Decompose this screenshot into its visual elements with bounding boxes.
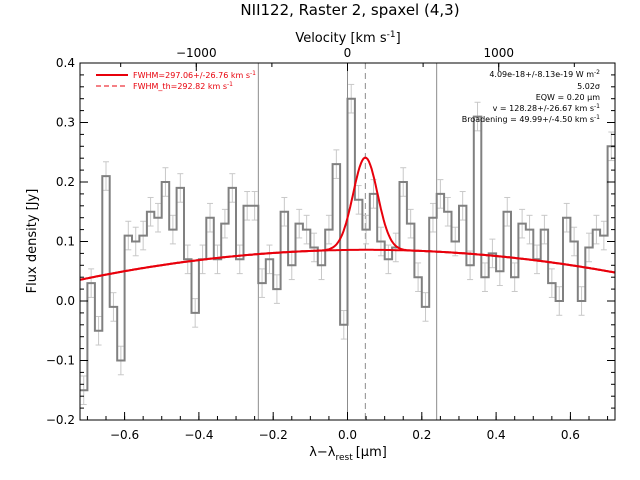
top-tick-label: 0 [344, 46, 352, 60]
x-tick-label: 0.2 [412, 428, 431, 442]
y-tick-label: 0.3 [56, 116, 75, 130]
top-tick-label: −1000 [176, 46, 217, 60]
y-axis: −0.2 −0.1 0.0 0.1 0.2 0.3 0.4 [46, 56, 615, 427]
legend: FWHM=297.06+/-26.76 km s-1 FWHM_th=292.8… [96, 70, 256, 91]
top-axis-title: Velocity [km s-1] [295, 30, 400, 46]
spectrum-line [80, 97, 615, 392]
fit-series [80, 156, 615, 281]
annotation-velocity: v = 128.28+/-26.67 km s-1 [493, 103, 601, 113]
x-tick-label: 0.4 [487, 428, 506, 442]
y-tick-label: 0.2 [56, 175, 75, 189]
y-tick-label: 0.1 [56, 235, 75, 249]
x-tick-label: −0.6 [110, 428, 139, 442]
x-tick-label: 0.6 [561, 428, 580, 442]
annotation-sigma: 5.02σ [577, 82, 600, 91]
legend-label-fwhm: FWHM=297.06+/-26.76 km s-1 [133, 70, 256, 80]
x-tick-label: −0.4 [184, 428, 213, 442]
y-tick-label: −0.2 [46, 413, 75, 427]
x-axis-title: λ−λrest [μm] [309, 445, 387, 463]
x-tick-label: 0.0 [338, 428, 357, 442]
fit-annotations: 4.09e-18+/-8.13e-19 W m-2 5.02σ EQW = 0.… [462, 69, 600, 124]
annotation-eqw: EQW = 0.20 μm [536, 93, 600, 102]
top-tick-label: 1000 [483, 46, 514, 60]
annotation-flux: 4.09e-18+/-8.13e-19 W m-2 [489, 69, 600, 79]
y-axis-title: Flux density [Jy] [25, 189, 40, 294]
x-tick-label: −0.2 [259, 428, 288, 442]
y-tick-label: −0.1 [46, 354, 75, 368]
annotation-broadening: Broadening = 49.99+/-4.50 km s-1 [462, 114, 600, 124]
legend-label-fwhm-th: FWHM_th=292.82 km s-1 [133, 81, 233, 91]
top-axis: −1000 0 1000 [120, 46, 575, 71]
chart-title: NII122, Raster 2, spaxel (4,3) [240, 1, 459, 19]
x-axis: −0.6 −0.4 −0.2 0.0 0.2 0.4 0.6 [86, 412, 609, 442]
spectrum-series [80, 97, 615, 392]
y-tick-label: 0.0 [56, 294, 75, 308]
y-tick-label: 0.4 [56, 56, 75, 70]
line-fit-curve [80, 156, 615, 281]
